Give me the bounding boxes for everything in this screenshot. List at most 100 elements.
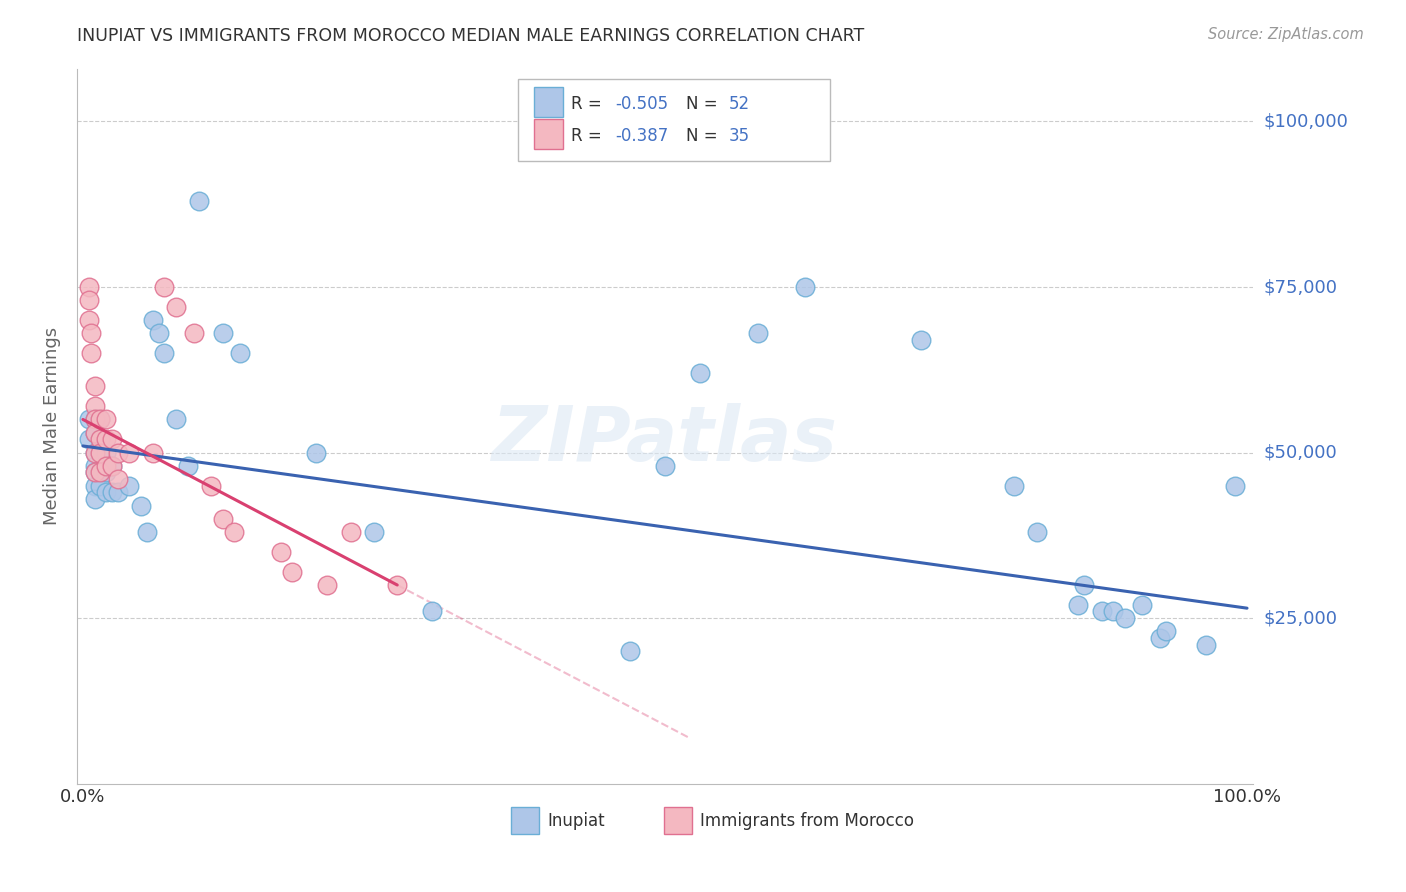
Point — [316, 578, 339, 592]
Text: $75,000: $75,000 — [1264, 278, 1339, 296]
Text: 52: 52 — [728, 95, 749, 113]
Point — [1225, 478, 1247, 492]
Point — [129, 499, 152, 513]
Point — [1067, 598, 1090, 612]
Point — [101, 458, 124, 473]
Point — [96, 458, 118, 473]
Point — [101, 433, 124, 447]
Point — [1114, 611, 1136, 625]
Point — [153, 280, 176, 294]
Text: $25,000: $25,000 — [1264, 609, 1339, 627]
Point — [148, 326, 170, 341]
Point — [96, 485, 118, 500]
Point — [420, 605, 443, 619]
Point — [305, 445, 328, 459]
Point — [77, 293, 100, 308]
Point — [1130, 598, 1153, 612]
Point — [211, 512, 233, 526]
Point — [118, 478, 141, 492]
Point — [165, 300, 187, 314]
Point — [77, 412, 100, 426]
Point — [165, 412, 187, 426]
Point — [118, 445, 141, 459]
Point — [96, 466, 118, 480]
Point — [83, 412, 105, 426]
Point — [96, 445, 118, 459]
Point — [89, 412, 111, 426]
Text: Source: ZipAtlas.com: Source: ZipAtlas.com — [1208, 27, 1364, 42]
Text: N =: N = — [686, 128, 723, 145]
Point — [107, 485, 129, 500]
Point — [1026, 524, 1049, 539]
Point — [229, 346, 252, 360]
FancyBboxPatch shape — [664, 807, 692, 834]
Point — [83, 466, 105, 480]
Point — [96, 412, 118, 426]
Y-axis label: Median Male Earnings: Median Male Earnings — [44, 327, 60, 525]
Point — [747, 326, 769, 341]
Point — [83, 412, 105, 426]
Point — [83, 478, 105, 492]
Text: -0.505: -0.505 — [616, 95, 669, 113]
Point — [89, 466, 111, 480]
Point — [83, 491, 105, 506]
Point — [101, 485, 124, 500]
Point — [89, 433, 111, 447]
Point — [83, 425, 105, 440]
Point — [77, 280, 100, 294]
Point — [83, 445, 105, 459]
Point — [153, 346, 176, 360]
Point — [224, 524, 246, 539]
Point — [80, 326, 103, 341]
Point — [89, 466, 111, 480]
FancyBboxPatch shape — [510, 807, 538, 834]
Point — [89, 433, 111, 447]
Text: Immigrants from Morocco: Immigrants from Morocco — [700, 812, 914, 830]
Point — [1195, 638, 1218, 652]
FancyBboxPatch shape — [517, 79, 830, 161]
Point — [77, 313, 100, 327]
Point — [188, 194, 211, 208]
Point — [89, 478, 111, 492]
Text: $100,000: $100,000 — [1264, 112, 1348, 130]
Point — [183, 326, 205, 341]
Point — [910, 333, 932, 347]
Text: -0.387: -0.387 — [616, 128, 669, 145]
Point — [176, 458, 198, 473]
Text: N =: N = — [686, 95, 723, 113]
Point — [89, 445, 111, 459]
Point — [96, 433, 118, 447]
Text: R =: R = — [571, 95, 607, 113]
Point — [339, 524, 361, 539]
Point — [89, 445, 111, 459]
Point — [281, 565, 304, 579]
Point — [83, 458, 105, 473]
Point — [270, 545, 292, 559]
Point — [142, 445, 165, 459]
Point — [83, 425, 105, 440]
Point — [77, 433, 100, 447]
FancyBboxPatch shape — [534, 87, 562, 117]
Point — [1090, 605, 1112, 619]
Point — [107, 445, 129, 459]
Text: ZIPatlas: ZIPatlas — [492, 403, 838, 477]
Point — [654, 458, 676, 473]
Point — [83, 379, 105, 393]
Point — [107, 472, 129, 486]
Point — [83, 399, 105, 413]
Point — [80, 346, 103, 360]
Text: Inupiat: Inupiat — [547, 812, 605, 830]
Point — [387, 578, 409, 592]
Point — [363, 524, 385, 539]
Point — [101, 458, 124, 473]
Point — [1002, 478, 1025, 492]
Point — [83, 466, 105, 480]
Point — [1154, 624, 1177, 639]
Text: R =: R = — [571, 128, 607, 145]
FancyBboxPatch shape — [534, 120, 562, 149]
Point — [1149, 631, 1171, 645]
Point — [136, 524, 159, 539]
Point — [619, 644, 641, 658]
Point — [793, 280, 815, 294]
Text: INUPIAT VS IMMIGRANTS FROM MOROCCO MEDIAN MALE EARNINGS CORRELATION CHART: INUPIAT VS IMMIGRANTS FROM MOROCCO MEDIA… — [77, 27, 865, 45]
